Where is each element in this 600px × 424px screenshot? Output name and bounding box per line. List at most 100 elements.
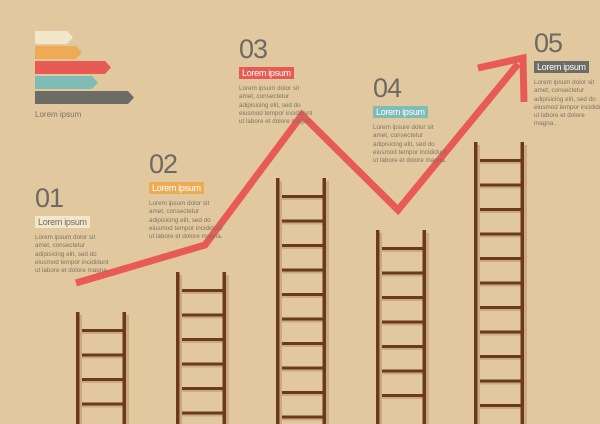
ladder-rail <box>474 142 478 424</box>
ladder-rail <box>76 312 80 424</box>
ladder-rung <box>276 268 324 272</box>
step-05: 05 Lorem ipsum Lorem ipsum dolor sit ame… <box>534 29 600 129</box>
ladder-rail-shadow <box>379 233 382 424</box>
ladder-rung-shadow <box>477 161 522 164</box>
ladder-rung <box>76 353 124 357</box>
ladder-rail-shadow <box>326 181 329 424</box>
ladder-rail <box>322 178 326 424</box>
ladder-rung <box>474 355 522 358</box>
ladder-rung-shadow <box>477 332 522 336</box>
ladder-rung <box>474 281 522 285</box>
ladder-rung-shadow <box>179 340 224 343</box>
step-text: Lorem ipsum dolor sit amet, consectetur … <box>239 85 313 126</box>
ladder-rung-shadow <box>477 406 522 409</box>
legend-label: Lorem ipsum <box>35 110 82 119</box>
ladder-rail-shadow <box>524 145 527 424</box>
step-tag: Lorem ipsum <box>239 67 294 79</box>
legend-bar <box>35 31 73 44</box>
ladder-rung-shadow <box>279 368 324 372</box>
ladder <box>76 312 129 424</box>
ladder-rung <box>376 369 424 373</box>
ladder-rung <box>276 195 324 198</box>
ladders <box>76 142 527 424</box>
ladder-rung-shadow <box>279 221 324 225</box>
ladder-rung-shadow <box>279 393 324 396</box>
ladder-rung <box>276 391 324 394</box>
step-text: Lorem ipsum dolor sit amet, consectetur … <box>35 234 109 275</box>
ladder-rung <box>176 338 224 341</box>
ladder-rung <box>76 329 124 332</box>
ladder-rung <box>76 378 124 381</box>
ladder-rung <box>376 247 424 250</box>
ladder-rail-shadow <box>279 181 282 424</box>
step-02: 02 Lorem ipsum Lorem ipsum dolor sit ame… <box>149 150 239 241</box>
ladder-rung <box>376 271 424 275</box>
step-number: 02 <box>149 149 178 179</box>
step-04: 04 Lorem ipsum Lorem ipsure dolor sit am… <box>373 74 463 165</box>
ladder-rung <box>376 320 424 324</box>
ladder-rung <box>376 394 424 397</box>
ladder-rung-shadow <box>477 381 522 385</box>
ladder-rung <box>474 232 522 236</box>
ladder-rung <box>276 244 324 247</box>
ladder-rung-shadow <box>79 331 124 334</box>
ladder-rail-shadow <box>426 233 429 424</box>
step-tag: Lorem ipsum <box>534 61 589 73</box>
ladder-rail <box>422 230 426 424</box>
trend-arrowhead-icon <box>477 53 528 103</box>
ladder-rung-shadow <box>279 417 324 421</box>
trend-line <box>75 61 521 287</box>
ladder <box>276 178 329 424</box>
legend-bar <box>35 91 134 104</box>
ladder-rung <box>176 411 224 415</box>
ladder-rung <box>474 330 522 334</box>
ladder-rung-shadow <box>179 315 224 319</box>
ladder-rung-shadow <box>279 246 324 249</box>
ladder-rung <box>176 362 224 366</box>
ladder-rung-shadow <box>79 380 124 383</box>
ladder-rung <box>176 289 224 292</box>
ladder-rail-shadow <box>226 275 229 424</box>
step-text: Lorem ipsum dolor sit amet, consectetur … <box>149 200 223 241</box>
ladder-rung-shadow <box>379 371 424 375</box>
ladder-rung-shadow <box>379 396 424 399</box>
ladder-rung-shadow <box>279 295 324 298</box>
ladder-rung-shadow <box>179 364 224 368</box>
step-text: Lorem ipsum dolor sit amet, consectetur … <box>534 79 600 128</box>
step-tag: Lorem ipsum <box>35 216 90 228</box>
ladder-rung-shadow <box>379 298 424 301</box>
ladder-rung-shadow <box>477 308 522 311</box>
legend-bar <box>35 76 98 89</box>
ladder-rung-shadow <box>379 322 424 326</box>
ladder-rail <box>276 178 280 424</box>
ladder-rung <box>76 402 124 406</box>
ladder-rung <box>376 345 424 348</box>
ladder-rung <box>474 306 522 309</box>
step-01: 01 Lorem ipsum Lorem ipsum dolor sit ame… <box>35 184 125 275</box>
step-tag: Lorem ipsum <box>373 106 428 118</box>
ladder-rung-shadow <box>279 319 324 323</box>
ladder-rung-shadow <box>379 273 424 277</box>
legend-bars <box>35 31 134 104</box>
ladder-rung-shadow <box>477 185 522 189</box>
ladder-rung <box>276 219 324 223</box>
ladder-rung-shadow <box>179 389 224 392</box>
ladder-rail <box>222 272 226 424</box>
ladder-rung <box>474 208 522 211</box>
ladder <box>474 142 527 424</box>
ladder-rail-shadow <box>79 315 82 424</box>
step-text: Lorem ipsure dolor sit amet, consectetur… <box>373 124 447 165</box>
step-number: 03 <box>239 34 268 64</box>
ladder-rung <box>176 387 224 390</box>
ladder-rung-shadow <box>279 197 324 200</box>
ladder-rung <box>276 415 324 419</box>
step-03: 03 Lorem ipsum Lorem ipsum dolor sit ame… <box>239 35 329 126</box>
ladder-rung <box>176 313 224 317</box>
ladder-rung <box>474 257 522 260</box>
ladder-rail <box>520 142 524 424</box>
ladder-rung-shadow <box>477 259 522 262</box>
ladder-rail <box>376 230 380 424</box>
ladder-rung <box>474 183 522 187</box>
step-number: 01 <box>35 183 64 213</box>
